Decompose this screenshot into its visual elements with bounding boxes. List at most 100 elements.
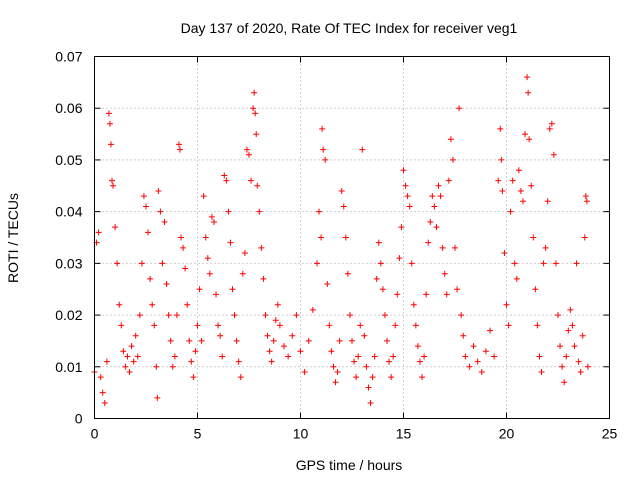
data-point xyxy=(109,177,116,184)
data-point xyxy=(140,193,147,200)
data-point xyxy=(250,105,257,112)
data-point xyxy=(577,368,584,375)
data-point xyxy=(429,193,436,200)
data-point xyxy=(120,348,127,355)
data-point xyxy=(147,275,154,282)
data-point xyxy=(258,244,265,251)
data-point xyxy=(266,348,273,355)
x-tick-label: 20 xyxy=(499,426,515,442)
data-point xyxy=(581,234,588,241)
data-point xyxy=(248,177,255,184)
data-point xyxy=(118,322,125,329)
data-point xyxy=(355,353,362,360)
data-point xyxy=(454,286,461,293)
data-point xyxy=(235,358,242,365)
data-point xyxy=(462,353,469,360)
data-point xyxy=(231,312,238,319)
data-point xyxy=(369,374,376,381)
data-point xyxy=(246,151,252,158)
data-point xyxy=(351,358,358,365)
data-point xyxy=(414,343,421,350)
data-point xyxy=(309,306,316,313)
data-point xyxy=(470,343,477,350)
data-point xyxy=(196,286,203,293)
x-tick-label: 0 xyxy=(91,426,99,442)
data-point xyxy=(124,353,131,360)
data-point xyxy=(107,141,114,148)
data-point xyxy=(561,379,568,386)
data-point xyxy=(340,203,347,210)
data-point xyxy=(221,172,228,179)
data-point xyxy=(281,343,288,350)
data-point xyxy=(161,218,168,225)
data-point xyxy=(445,177,452,184)
x-tick-label: 15 xyxy=(396,426,412,442)
data-point xyxy=(260,275,267,282)
data-point xyxy=(435,182,442,189)
data-point xyxy=(373,275,380,282)
data-point xyxy=(540,260,547,267)
data-point xyxy=(251,89,258,96)
data-point xyxy=(427,218,434,225)
data-point xyxy=(110,182,117,189)
data-point xyxy=(322,156,329,163)
data-point xyxy=(375,239,382,246)
x-tick-label: 25 xyxy=(602,426,618,442)
data-point xyxy=(155,187,162,194)
data-point xyxy=(253,131,260,138)
data-point xyxy=(361,332,368,339)
data-point xyxy=(301,368,308,375)
data-point xyxy=(449,156,456,163)
x-tick-label: 10 xyxy=(293,426,309,442)
data-point xyxy=(519,198,526,205)
data-point xyxy=(106,120,113,127)
data-point xyxy=(241,250,248,257)
data-point xyxy=(410,301,417,308)
data-point xyxy=(575,358,582,365)
data-point xyxy=(215,322,222,329)
data-point xyxy=(478,368,485,375)
data-point xyxy=(530,234,537,241)
data-point xyxy=(112,224,119,231)
x-axis-ticks: 0 5 10 15 20 25 xyxy=(91,56,618,442)
data-point xyxy=(536,353,543,360)
data-point xyxy=(225,208,232,215)
data-point xyxy=(557,343,564,350)
data-point xyxy=(447,136,454,143)
data-point xyxy=(194,322,201,329)
y-tick-label: 0.07 xyxy=(55,49,82,65)
x-axis-label: GPS time / hours xyxy=(296,457,403,473)
data-point xyxy=(330,363,337,370)
data-point xyxy=(396,255,403,262)
data-point xyxy=(582,193,589,200)
data-point xyxy=(167,337,174,344)
data-point xyxy=(567,306,574,313)
data-point xyxy=(565,327,572,334)
data-point xyxy=(276,322,283,329)
data-point xyxy=(503,301,510,308)
data-point xyxy=(381,312,388,319)
data-point xyxy=(318,234,325,241)
data-point xyxy=(466,363,473,370)
data-point xyxy=(324,281,331,288)
data-point xyxy=(293,312,300,319)
data-point xyxy=(270,337,277,344)
data-point xyxy=(213,291,220,298)
data-point xyxy=(349,337,355,344)
data-point xyxy=(526,136,533,143)
data-point xyxy=(136,312,143,319)
data-point xyxy=(544,198,551,205)
data-point xyxy=(491,353,498,360)
y-tick-label: 0.04 xyxy=(55,204,82,220)
data-point xyxy=(200,193,207,200)
data-point xyxy=(507,208,514,215)
data-point xyxy=(219,353,226,360)
data-point xyxy=(171,353,178,360)
y-tick-label: 0.06 xyxy=(55,100,82,116)
data-point xyxy=(404,193,411,200)
data-point xyxy=(359,146,366,153)
data-point xyxy=(305,337,312,344)
data-point xyxy=(289,332,296,339)
data-point xyxy=(363,363,370,370)
